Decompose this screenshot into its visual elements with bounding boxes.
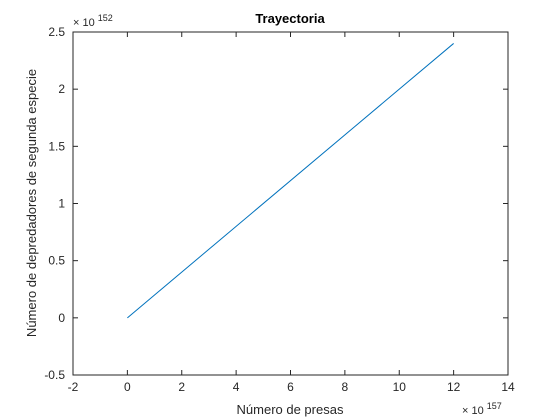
series-line [127, 43, 454, 319]
x-tick-label: 12 [447, 380, 461, 394]
y-exponent-base: 10 [82, 17, 94, 29]
svg-text:× 10 157: × 10 157 [462, 401, 502, 417]
y-tick-label: -0.5 [44, 368, 65, 382]
x-tick-label: 10 [393, 380, 407, 394]
x-exponent-base: 10 [471, 405, 483, 417]
y-tick-label: 2.5 [48, 25, 65, 39]
y-exponent: × 10 152 [73, 13, 113, 29]
x-tick-label: 0 [124, 380, 131, 394]
y-tick-label: 1.5 [48, 139, 65, 153]
x-tick-label: 2 [178, 380, 185, 394]
y-tick-label: 0 [58, 311, 65, 325]
x-exponent-power: 157 [487, 401, 502, 411]
x-tick-label: -2 [68, 380, 79, 394]
x-exponent: × 10 157 [462, 401, 502, 417]
x-tick-label: 8 [342, 380, 349, 394]
y-exponent-power: 152 [98, 13, 113, 23]
x-tick-label: 14 [501, 380, 515, 394]
y-tick-label: 2 [58, 82, 65, 96]
x-axis-label: Número de presas [237, 402, 344, 417]
y-tick-label: 1 [58, 197, 65, 211]
plot-area [72, 31, 509, 376]
series-layer [127, 43, 454, 319]
tick-group: -2 0 2 4 6 8 10 12 14 -0.5 0 0.5 1 1.5 2 2.5 [44, 25, 515, 394]
x-tick-label: 4 [233, 380, 240, 394]
y-axis-label: Número de depredadores de segunda especi… [24, 69, 39, 337]
chart-title: Trayectoria [255, 11, 325, 26]
y-tick-label: 0.5 [48, 254, 65, 268]
svg-text:× 10 152: × 10 152 [73, 13, 113, 29]
x-tick-label: 6 [287, 380, 294, 394]
